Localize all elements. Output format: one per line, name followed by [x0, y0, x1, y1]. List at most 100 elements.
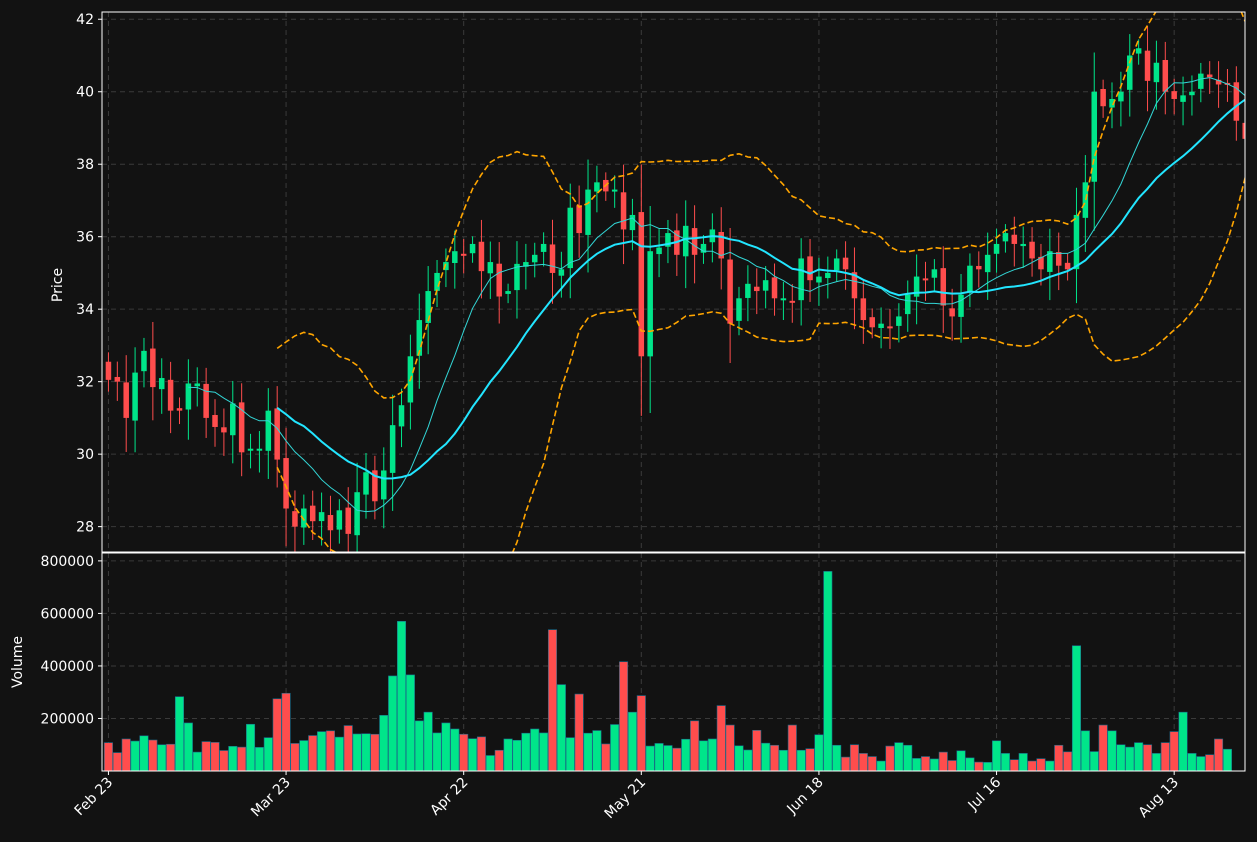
candle-body	[238, 402, 245, 453]
volume-bar	[183, 722, 193, 771]
volume-bar	[148, 739, 158, 771]
volume-bar	[610, 724, 620, 771]
candle-body	[1011, 234, 1018, 244]
volume-bar	[1214, 738, 1224, 771]
volume-bar	[565, 737, 575, 771]
volume-bar	[370, 733, 380, 771]
candle-body	[416, 320, 423, 356]
candle-body	[638, 212, 645, 357]
candle-body	[1162, 59, 1169, 92]
volume-bar	[228, 746, 238, 771]
candle-body	[878, 323, 884, 329]
candle-body	[318, 512, 325, 522]
candle-body	[718, 231, 724, 259]
volume-bar	[1222, 748, 1232, 771]
volume-bar	[681, 738, 691, 771]
candle-body	[443, 262, 449, 271]
volume-bar	[1116, 744, 1126, 771]
volume-bar	[690, 720, 700, 771]
volume-bar	[441, 722, 451, 771]
volume-bar	[237, 746, 247, 771]
candle-body	[460, 253, 467, 256]
volume-bar	[512, 739, 522, 771]
candle-body	[105, 361, 112, 380]
candle-body	[789, 300, 796, 303]
candle-body	[114, 376, 121, 382]
candle-body	[754, 286, 760, 292]
volume-bar	[139, 735, 149, 771]
volume-bar	[432, 732, 442, 771]
candle-body	[194, 383, 201, 387]
candle-body	[647, 251, 653, 357]
price-tick-label: 28	[76, 520, 94, 536]
candle-body	[887, 326, 893, 329]
candle-body	[1020, 243, 1026, 247]
candle-body	[620, 192, 627, 230]
volume-bar	[254, 747, 264, 771]
candle-body	[203, 383, 209, 418]
volume-bar	[352, 733, 362, 771]
candle-body	[931, 269, 938, 278]
candle-body	[967, 265, 973, 292]
volume-bar	[663, 745, 673, 771]
candle-body	[771, 277, 778, 299]
volume-bar	[1027, 760, 1037, 771]
candle-body	[869, 317, 875, 328]
price-tick-label: 34	[76, 302, 94, 318]
candle-body	[372, 470, 378, 502]
candle-body	[389, 425, 396, 473]
volume-bar	[281, 692, 291, 771]
volume-bar	[130, 740, 140, 771]
candle-body	[984, 254, 991, 273]
volume-bar	[450, 728, 460, 771]
volume-bar	[210, 742, 220, 771]
volume-bar	[725, 724, 735, 771]
volume-bar	[157, 744, 167, 771]
candle-body	[1038, 256, 1044, 270]
volume-bar	[716, 705, 726, 771]
volume-bar	[494, 749, 504, 771]
volume-bar	[1089, 751, 1099, 771]
candle-body	[949, 308, 955, 317]
candle-body	[940, 268, 947, 306]
volume-panel	[103, 571, 1232, 771]
volume-bar	[1080, 730, 1090, 771]
price-axis-label: Price	[50, 268, 66, 302]
candle-body	[1233, 82, 1240, 121]
candle-body	[514, 263, 520, 291]
volume-bar	[1054, 744, 1064, 771]
volume-bar	[583, 732, 593, 771]
candle-body	[958, 294, 964, 317]
volume-bar	[174, 696, 185, 771]
date-tick-label: May 21	[602, 775, 650, 823]
candle-body	[727, 259, 733, 324]
candle-body	[780, 298, 787, 301]
volume-bar	[468, 738, 478, 771]
candle-body	[345, 507, 351, 534]
candle-body	[398, 405, 405, 427]
candle-body	[531, 254, 538, 263]
candle-body	[798, 258, 804, 301]
candle-body	[167, 379, 174, 411]
candle-body	[1002, 233, 1009, 242]
volume-bar	[388, 675, 398, 771]
candle-body	[762, 280, 769, 291]
volume-bar	[1071, 645, 1082, 771]
volume-bar	[1169, 731, 1179, 771]
candle-body	[132, 372, 138, 421]
candle-body	[540, 243, 547, 252]
price-tick-label: 38	[76, 157, 94, 173]
candle-body	[1073, 214, 1080, 270]
candle-body	[567, 207, 574, 269]
volume-bar	[912, 758, 922, 771]
volume-bar	[1196, 756, 1206, 771]
candle-body	[594, 182, 600, 192]
volume-bar	[547, 629, 558, 771]
candle-body	[469, 243, 476, 254]
candle-body	[558, 269, 565, 276]
volume-bar	[317, 731, 327, 771]
volume-bar	[1205, 754, 1215, 771]
volume-bar	[308, 735, 318, 771]
date-tick-label: Jun 18	[784, 775, 827, 818]
candle-body	[212, 415, 218, 427]
